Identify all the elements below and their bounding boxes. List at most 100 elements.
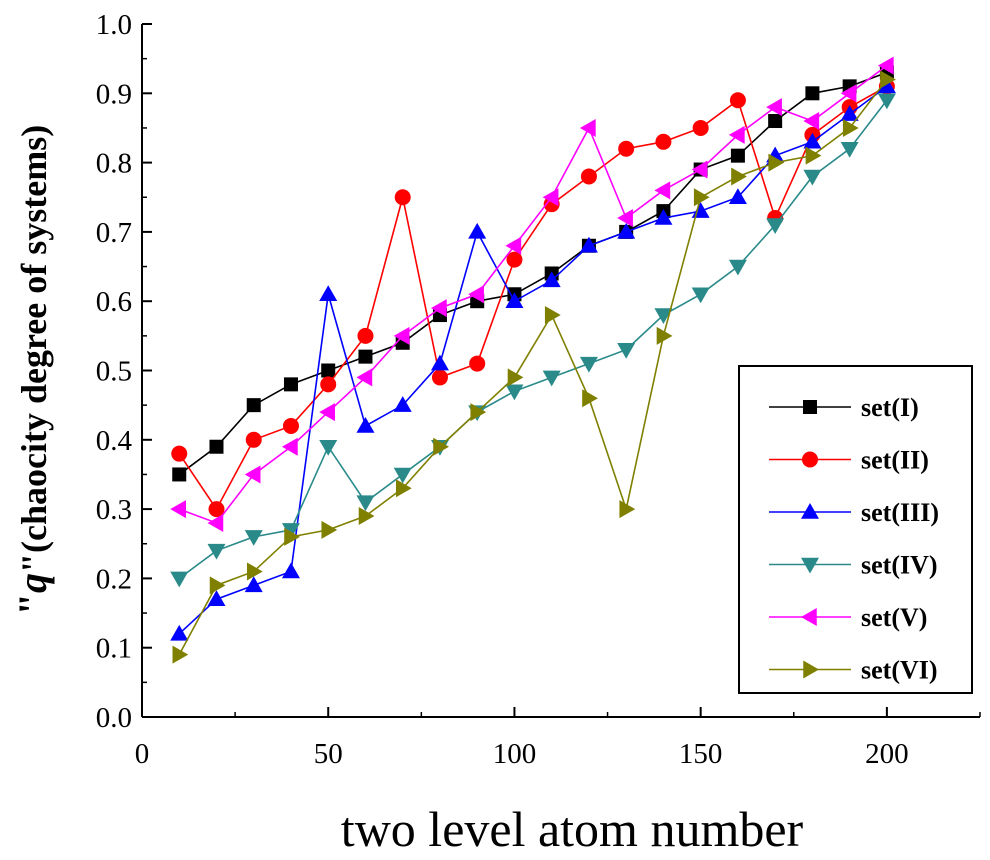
y-tick-label: 0.9	[96, 78, 132, 110]
data-point	[319, 439, 338, 456]
data-point	[284, 527, 300, 546]
y-tick-label: 0.1	[96, 633, 132, 665]
data-point	[170, 571, 189, 588]
data-point	[877, 77, 896, 94]
data-point	[617, 342, 636, 359]
data-point	[840, 141, 859, 158]
data-point	[728, 259, 747, 276]
legend-item: set(I)	[769, 393, 919, 422]
data-point	[283, 377, 298, 392]
x-tick-label: 200	[865, 738, 909, 770]
data-point	[320, 376, 337, 393]
data-point	[321, 520, 338, 539]
data-point	[842, 118, 859, 137]
legend-label: set(II)	[861, 446, 929, 475]
y-tick-label: 0.3	[96, 494, 132, 526]
data-point	[691, 287, 710, 304]
series-line	[178, 99, 888, 580]
y-tick-label: 1.0	[96, 9, 132, 41]
data-point	[468, 285, 484, 304]
series-5	[170, 56, 894, 532]
data-point	[655, 133, 672, 150]
data-point	[358, 507, 375, 526]
data-point	[356, 416, 375, 433]
data-point	[208, 501, 225, 518]
data-point	[877, 56, 894, 75]
x-tick-label: 100	[493, 738, 537, 770]
data-point	[430, 354, 449, 371]
legend-label: set(I)	[861, 393, 919, 422]
data-point	[692, 119, 709, 136]
legend-marker	[801, 503, 819, 519]
data-point	[431, 369, 448, 386]
data-point	[803, 112, 820, 131]
data-point	[617, 222, 636, 239]
legend-item: set(II)	[769, 446, 929, 475]
data-point	[170, 500, 186, 519]
series-line	[178, 85, 888, 511]
data-point	[393, 396, 412, 412]
y-tick-label: 0.2	[96, 563, 132, 595]
data-point	[356, 495, 375, 512]
y-tick-label: 0.8	[96, 148, 132, 180]
data-point	[579, 356, 598, 373]
legend-item: set(VI)	[769, 656, 938, 685]
legend-marker	[803, 660, 819, 679]
data-point	[840, 84, 857, 103]
y-axis-title-variable: q	[10, 573, 55, 593]
data-point	[170, 624, 189, 641]
data-point	[172, 645, 189, 664]
data-point	[840, 105, 859, 121]
data-point	[319, 403, 335, 422]
data-point	[244, 576, 263, 593]
data-point	[394, 189, 411, 206]
legend-item: set(III)	[769, 498, 939, 527]
data-point	[430, 299, 447, 318]
data-point	[470, 403, 487, 422]
legend-marker	[803, 400, 817, 414]
data-point	[579, 236, 598, 253]
data-point	[619, 500, 636, 519]
data-point	[728, 188, 747, 204]
data-point	[207, 513, 224, 532]
y-tick-label: 0.0	[96, 702, 132, 734]
data-point	[245, 431, 262, 448]
data-point	[542, 370, 561, 387]
x-tick-label: 150	[679, 738, 723, 770]
data-point	[356, 368, 373, 387]
data-point	[654, 308, 673, 325]
data-point	[246, 562, 263, 581]
legend-box	[738, 365, 973, 694]
data-point	[880, 70, 896, 89]
data-point	[617, 209, 633, 228]
legend-marker	[801, 557, 819, 574]
data-point	[207, 590, 226, 606]
y-axis-title-rest: "(chaocity degree of systems)	[14, 125, 54, 573]
x-axis-title: two level atom number	[341, 801, 804, 857]
data-point	[731, 167, 747, 186]
data-point	[654, 181, 671, 200]
data-point	[395, 479, 412, 498]
data-point	[803, 132, 822, 149]
data-point	[803, 169, 822, 186]
data-point	[468, 222, 487, 239]
legend-item: set(IV)	[769, 551, 938, 580]
data-point	[542, 188, 559, 207]
axes: 0.0 0.1 0.2 0.3 0.4 0.5 0.6 0.7 0.8 0.9 1.0 0 50 100 1…	[96, 9, 981, 770]
data-point	[693, 188, 710, 207]
data-point	[877, 93, 896, 110]
data-point	[691, 160, 708, 179]
x-tick-label: 50	[314, 738, 343, 770]
data-point	[506, 251, 523, 268]
legend-marker	[802, 451, 818, 468]
data-point	[768, 153, 785, 172]
data-point	[580, 168, 597, 185]
y-tick-label: 0.7	[96, 217, 132, 249]
data-point	[656, 326, 673, 345]
data-point	[393, 467, 412, 484]
data-point	[729, 92, 746, 109]
data-point	[805, 146, 822, 165]
data-point	[505, 384, 524, 401]
